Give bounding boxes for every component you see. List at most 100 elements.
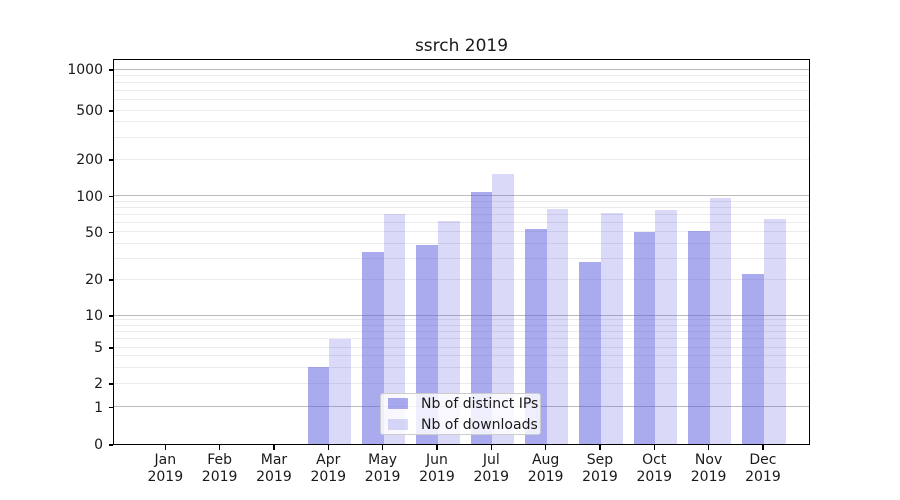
x-tick-label-mar: Mar 2019	[246, 452, 302, 486]
legend-swatch-downloads-icon	[388, 419, 408, 430]
x-tick-oct	[653, 445, 655, 450]
x-tick-month: Nov	[694, 452, 723, 468]
plot-area: Nb of distinct IPs Nb of downloads	[113, 59, 810, 445]
x-tick-label-feb: Feb 2019	[192, 452, 248, 486]
x-tick-year: 2019	[690, 469, 727, 485]
y-tick-1	[108, 407, 113, 409]
gridline-y-300	[114, 136, 809, 138]
bar-distinct-ips-may	[361, 251, 384, 444]
x-tick-year: 2019	[636, 469, 673, 485]
gridline-y-4	[114, 355, 809, 357]
x-tick-label-sep: Sep 2019	[572, 452, 628, 486]
legend-item: Nb of downloads	[381, 415, 540, 434]
legend-swatch-distinct-ips-icon	[388, 398, 408, 409]
y-tick-label-10: 10	[85, 308, 103, 324]
x-tick-year: 2019	[256, 469, 292, 485]
x-tick-dec	[762, 445, 764, 450]
x-tick-jul	[490, 445, 492, 450]
gridline-y-100	[114, 195, 809, 197]
bar-downloads-apr	[329, 338, 351, 444]
y-tick-label-1: 1	[94, 399, 103, 416]
gridline-y-30	[114, 257, 809, 259]
x-tick-jan	[164, 445, 166, 450]
gridline-y-6	[114, 338, 809, 340]
gridline-y-700	[114, 89, 809, 91]
gridline-y-10	[114, 314, 809, 316]
y-tick-20	[108, 279, 113, 281]
x-tick-sep	[599, 445, 601, 450]
x-tick-year: 2019	[745, 469, 781, 485]
x-tick-feb	[218, 445, 221, 450]
x-tick-label-apr: Apr 2019	[300, 452, 356, 486]
x-tick-month: Oct	[642, 452, 667, 468]
y-tick-label-500: 500	[76, 103, 103, 119]
gridline-y-9	[114, 319, 809, 321]
bar-downloads-nov	[709, 197, 732, 444]
y-tick-10	[108, 315, 113, 317]
x-tick-month: Jul	[482, 452, 500, 468]
bar-downloads-sep	[600, 212, 623, 444]
x-tick-month: May	[368, 452, 398, 468]
y-tick-label-20: 20	[85, 272, 103, 288]
x-tick-nov	[707, 445, 710, 450]
gridline-y-600	[114, 98, 809, 100]
x-tick-label-aug: Aug 2019	[518, 452, 574, 486]
gridline-y-50	[114, 231, 809, 233]
y-tick-100	[108, 196, 113, 198]
bar-downloads-jun	[437, 221, 460, 444]
gridline-y-90	[114, 200, 809, 202]
y-tick-label-200: 200	[76, 152, 103, 168]
gridline-y-80	[114, 206, 809, 208]
x-tick-year: 2019	[473, 469, 510, 485]
bar-distinct-ips-aug	[524, 228, 547, 444]
gridline-y-5	[114, 346, 809, 348]
x-tick-month: Jun	[426, 452, 448, 468]
legend: Nb of distinct IPs Nb of downloads	[380, 393, 541, 435]
legend-label-distinct-ips: Nb of distinct IPs	[421, 395, 539, 412]
x-tick-month: Jan	[154, 452, 177, 468]
y-tick-label-50: 50	[85, 224, 103, 241]
y-tick-200	[108, 159, 113, 161]
y-tick-1000	[108, 69, 113, 71]
bar-downloads-oct	[655, 209, 677, 444]
y-tick-label-1000: 1000	[67, 62, 103, 78]
gridline-y-40	[114, 242, 809, 244]
y-tick-label-5: 5	[94, 340, 103, 356]
y-tick-2	[108, 383, 113, 385]
bar-downloads-may	[383, 214, 406, 444]
bar-distinct-ips-jul	[470, 192, 493, 444]
bar-downloads-dec	[763, 218, 786, 444]
x-tick-apr	[327, 445, 329, 450]
bar-distinct-ips-oct	[633, 231, 656, 444]
x-tick-label-oct: Oct 2019	[626, 452, 682, 486]
x-tick-month: Dec	[749, 452, 777, 468]
legend-label-downloads: Nb of downloads	[421, 416, 538, 433]
x-tick-label-jan: Jan 2019	[137, 452, 193, 486]
bar-downloads-jul	[492, 173, 514, 444]
gridline-y-500	[114, 109, 809, 111]
gridline-y-900	[114, 74, 809, 76]
x-tick-month: Sep	[586, 452, 614, 468]
bar-distinct-ips-dec	[742, 274, 764, 444]
x-tick-month: Aug	[531, 452, 560, 468]
gridline-y-1000	[114, 68, 809, 70]
x-tick-may	[381, 445, 384, 450]
gridline-y-3	[114, 366, 809, 368]
y-tick-500	[108, 110, 113, 112]
x-tick-year: 2019	[364, 469, 401, 485]
legend-item: Nb of distinct IPs	[381, 394, 540, 413]
x-tick-month: Mar	[260, 452, 288, 468]
x-tick-jun	[436, 445, 438, 450]
x-tick-label-jun: Jun 2019	[409, 452, 465, 486]
x-tick-year: 2019	[201, 469, 238, 485]
gridline-y-400	[114, 121, 809, 123]
x-tick-label-dec: Dec 2019	[735, 452, 791, 486]
x-tick-month: Apr	[316, 452, 341, 468]
y-tick-label-2: 2	[94, 376, 103, 392]
y-tick-label-100: 100	[76, 188, 103, 205]
x-tick-year: 2019	[310, 469, 347, 485]
x-tick-year: 2019	[147, 469, 184, 485]
gridline-y-200	[114, 158, 809, 160]
y-tick-0	[108, 444, 113, 446]
